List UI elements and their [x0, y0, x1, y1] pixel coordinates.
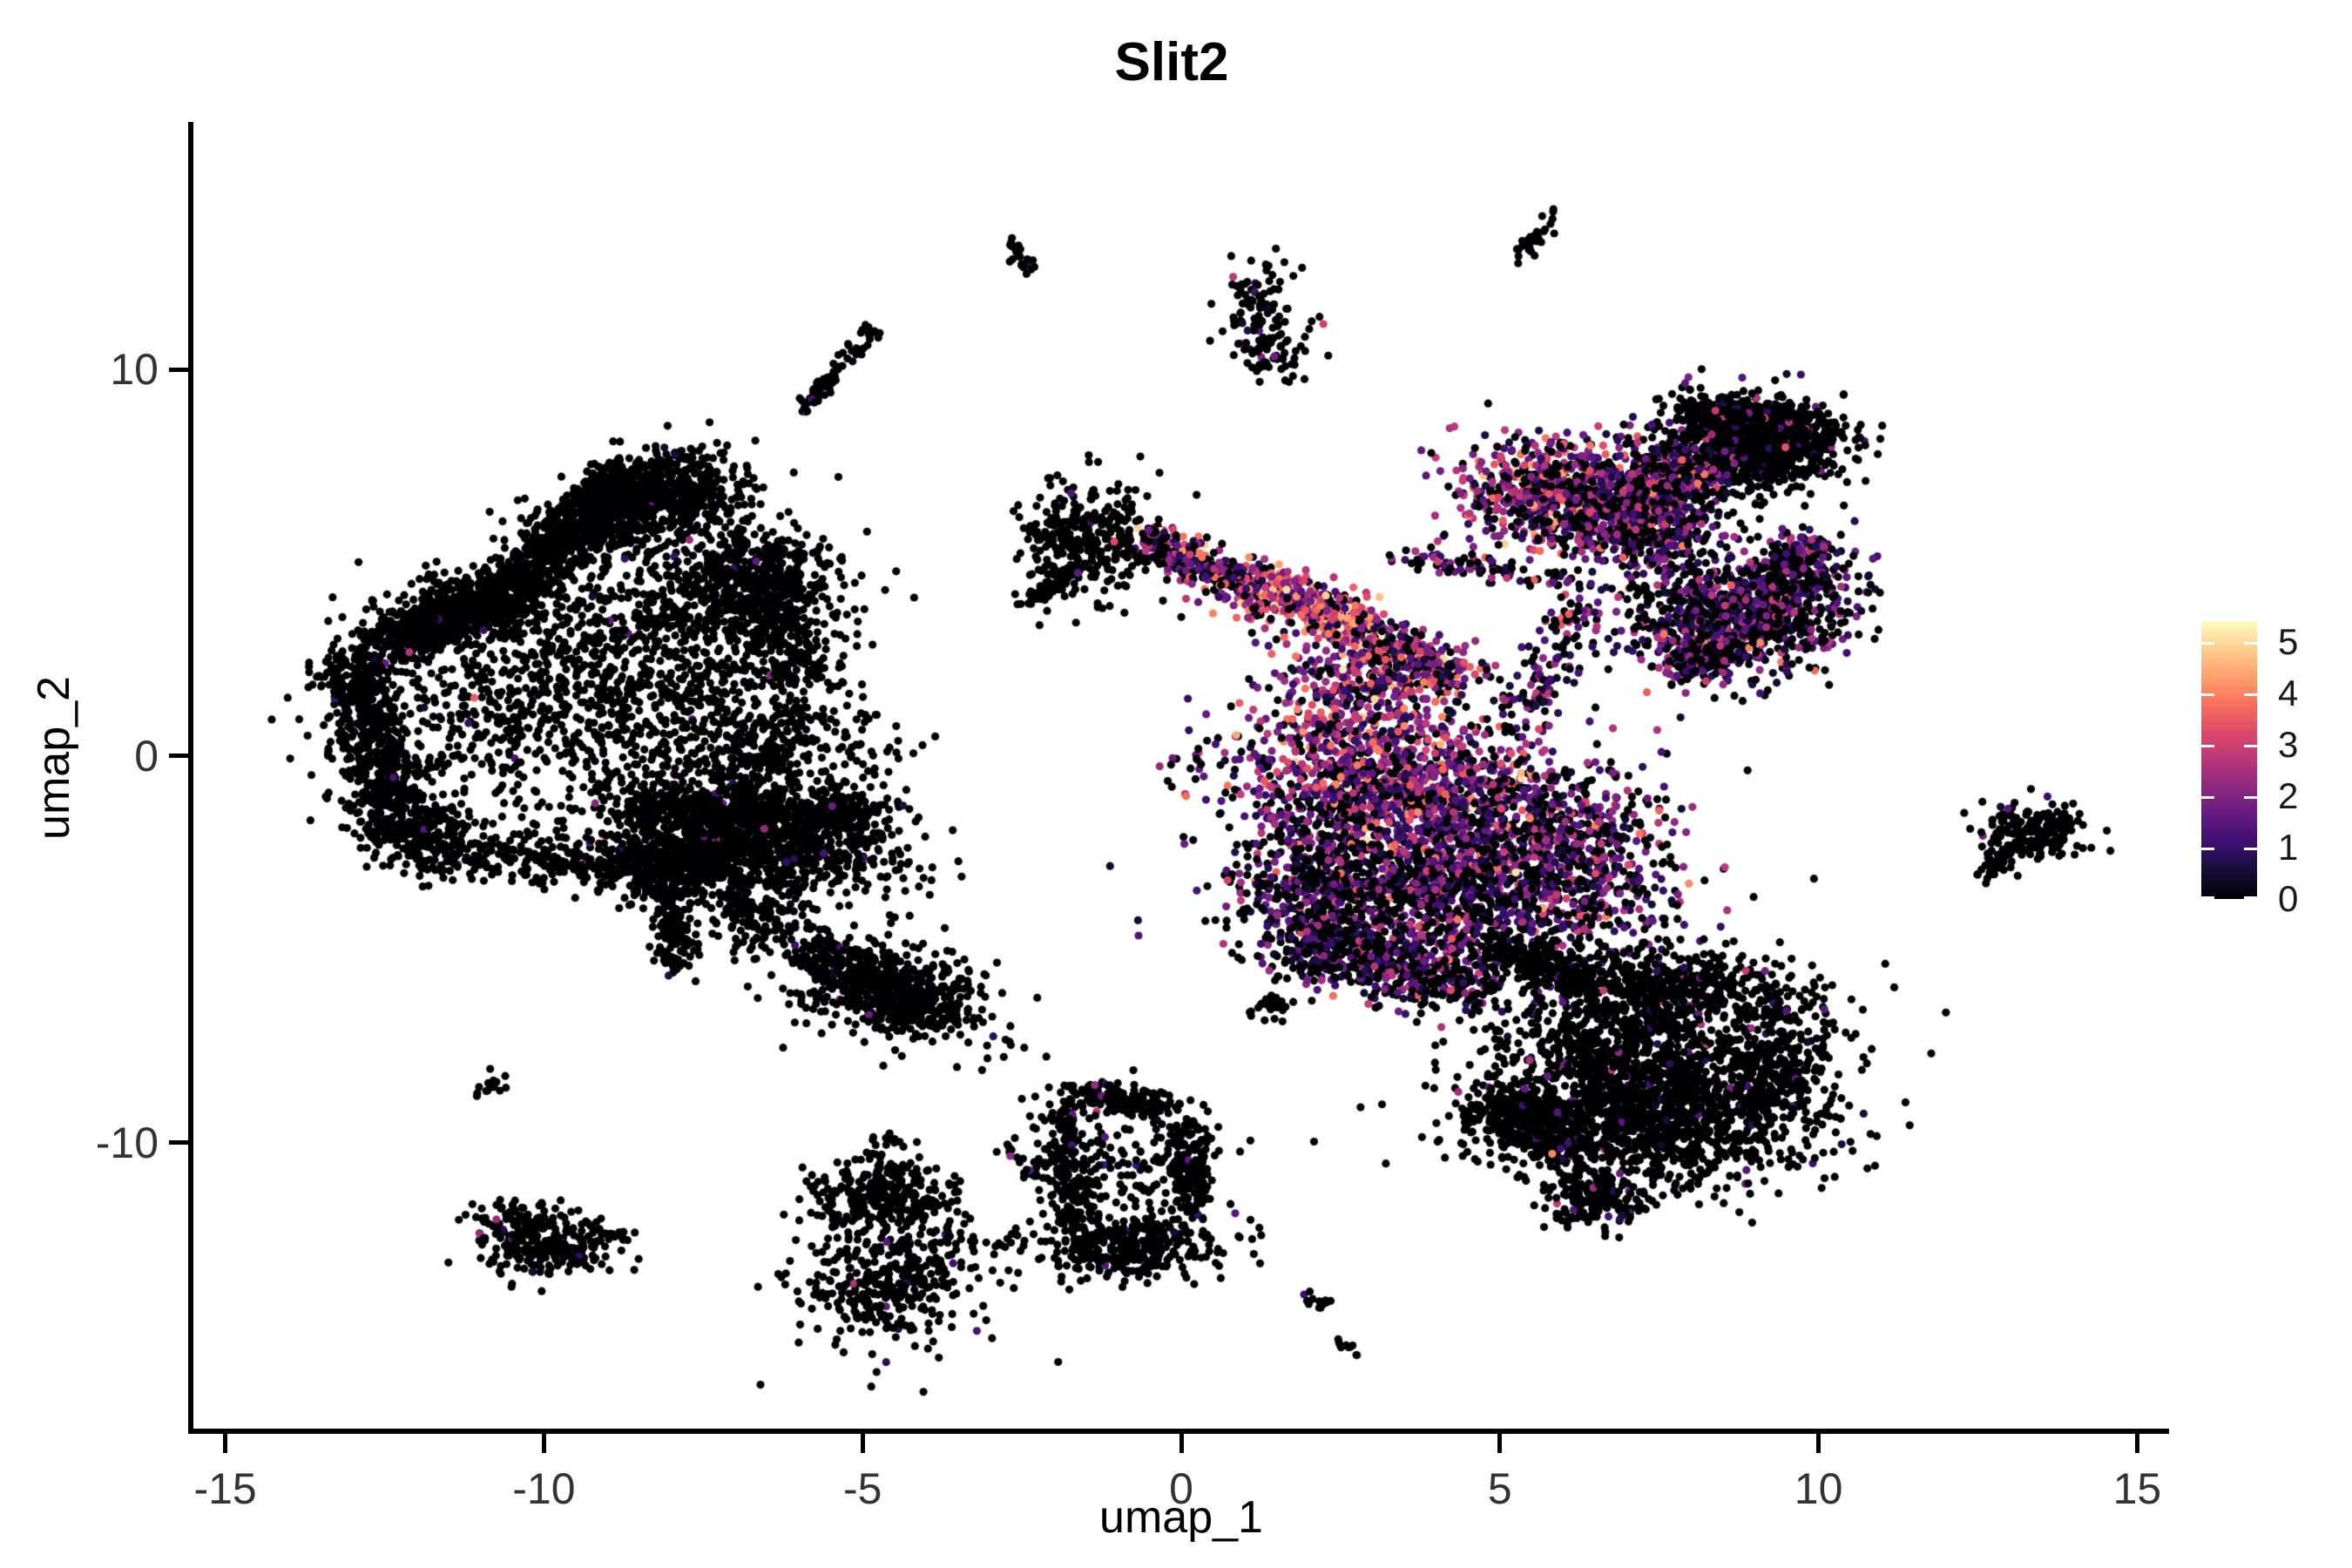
x-axis-title: umap_1 — [1099, 1492, 1263, 1543]
colorbar-legend — [2201, 621, 2257, 899]
y-tick — [169, 367, 188, 372]
colorbar-tick — [2244, 848, 2257, 851]
x-tick-label: -10 — [512, 1464, 576, 1513]
colorbar-tick — [2244, 745, 2257, 748]
colorbar-tick — [2201, 693, 2214, 697]
colorbar-tick-label: 3 — [2278, 724, 2299, 766]
colorbar-tick — [2201, 848, 2214, 851]
colorbar-tick-label: 0 — [2278, 878, 2299, 919]
x-tick-label: -15 — [193, 1464, 257, 1513]
plot-title: Slit2 — [1114, 32, 1229, 92]
y-tick-label: -10 — [95, 1118, 159, 1167]
colorbar-tick — [2201, 745, 2214, 748]
x-tick — [1497, 1434, 1503, 1453]
x-tick-label: 0 — [1169, 1464, 1193, 1513]
colorbar-tick — [2244, 896, 2257, 899]
colorbar-tick — [2201, 642, 2214, 645]
colorbar-tick-label: 1 — [2278, 827, 2299, 868]
x-tick — [2134, 1434, 2139, 1453]
colorbar-tick — [2244, 796, 2257, 800]
x-axis-line — [188, 1429, 2169, 1434]
y-tick — [169, 1140, 188, 1146]
x-tick — [1816, 1434, 1821, 1453]
x-tick — [860, 1434, 865, 1453]
x-tick-label: -5 — [842, 1464, 882, 1513]
x-tick-label: 10 — [1794, 1464, 1843, 1513]
colorbar-tick — [2244, 693, 2257, 697]
x-tick — [541, 1434, 546, 1453]
colorbar-tick-label: 5 — [2278, 621, 2299, 663]
x-tick — [1179, 1434, 1184, 1453]
colorbar-gradient — [2201, 621, 2257, 899]
x-tick-label: 15 — [2112, 1464, 2162, 1513]
y-tick-label: 0 — [134, 731, 159, 781]
colorbar-tick — [2201, 896, 2214, 899]
y-axis-line — [188, 122, 193, 1434]
colorbar-tick-label: 4 — [2278, 672, 2299, 714]
y-tick-label: 10 — [110, 345, 159, 395]
x-tick-label: 5 — [1487, 1464, 1512, 1513]
colorbar-tick — [2201, 796, 2214, 800]
y-tick — [169, 754, 188, 759]
x-tick — [223, 1434, 228, 1453]
colorbar-tick — [2244, 642, 2257, 645]
colorbar-tick-label: 2 — [2278, 775, 2299, 817]
